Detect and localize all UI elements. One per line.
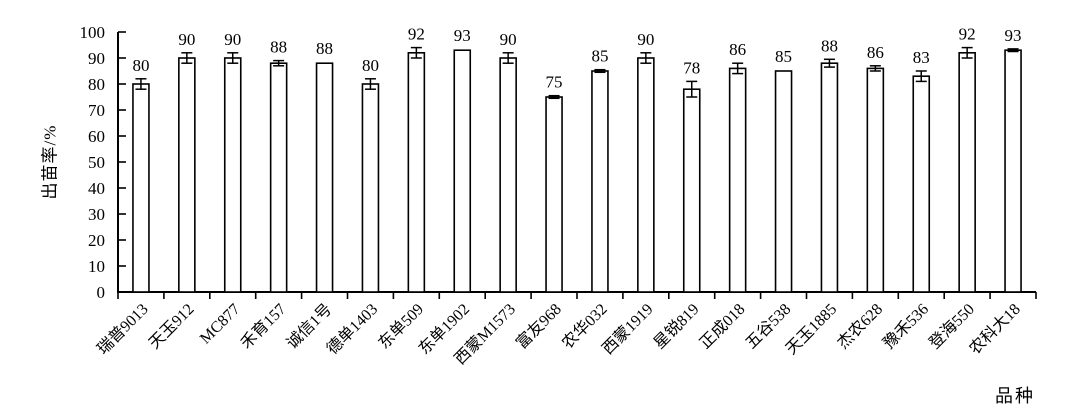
value-label: 88 bbox=[821, 36, 838, 55]
value-label: 80 bbox=[362, 56, 379, 75]
value-label: 78 bbox=[683, 58, 700, 77]
y-tick-label: 70 bbox=[88, 101, 105, 120]
bar bbox=[499, 57, 517, 293]
value-label: 93 bbox=[454, 26, 471, 45]
bar bbox=[407, 51, 426, 293]
category-label: 德单1403 bbox=[323, 300, 381, 358]
bar bbox=[682, 88, 701, 293]
bar bbox=[637, 57, 655, 293]
value-label: 90 bbox=[178, 30, 195, 49]
y-axis-title: 出苗率/% bbox=[40, 124, 60, 200]
bar bbox=[269, 62, 288, 293]
value-label: 88 bbox=[270, 38, 287, 57]
category-label: 正成018 bbox=[696, 300, 748, 352]
y-tick-label: 0 bbox=[97, 283, 106, 302]
bar bbox=[453, 49, 472, 293]
bar bbox=[361, 83, 380, 293]
category-label: 星锐819 bbox=[650, 300, 702, 352]
category-label: 杰农628 bbox=[834, 300, 886, 352]
category-label: 西蒙1919 bbox=[599, 300, 657, 358]
x-axis-title: 品种 bbox=[995, 386, 1035, 406]
bar bbox=[315, 62, 334, 293]
bar bbox=[912, 75, 931, 293]
y-tick-label: 20 bbox=[88, 231, 105, 250]
value-label: 88 bbox=[316, 39, 333, 58]
value-label: 90 bbox=[637, 30, 654, 49]
bar bbox=[728, 67, 747, 293]
value-label: 83 bbox=[913, 48, 930, 67]
category-label: 豫禾536 bbox=[880, 300, 932, 352]
category-label: 天玉1885 bbox=[783, 301, 840, 358]
bar bbox=[866, 67, 885, 293]
y-tick-label: 60 bbox=[88, 127, 105, 146]
value-label: 85 bbox=[775, 47, 792, 66]
y-tick-label: 100 bbox=[80, 23, 106, 42]
value-label: 92 bbox=[408, 25, 425, 44]
bar bbox=[223, 57, 242, 293]
bar bbox=[132, 83, 150, 293]
value-label: 90 bbox=[224, 30, 241, 49]
value-label: 92 bbox=[959, 25, 976, 44]
y-tick-label: 10 bbox=[88, 257, 105, 276]
category-label: 瑞普9013 bbox=[94, 300, 152, 358]
y-tick-label: 80 bbox=[88, 75, 105, 94]
bar bbox=[774, 70, 793, 293]
value-label: 90 bbox=[500, 30, 517, 49]
bar bbox=[591, 70, 609, 293]
value-label: 93 bbox=[1005, 26, 1022, 45]
value-label: 85 bbox=[591, 47, 608, 66]
y-tick-label: 50 bbox=[88, 153, 105, 172]
bar bbox=[178, 57, 196, 293]
category-label: 富友968 bbox=[513, 300, 565, 352]
bar bbox=[1004, 49, 1022, 293]
y-tick-label: 40 bbox=[88, 179, 105, 198]
category-label: 农科大18 bbox=[966, 300, 1024, 358]
value-label: 86 bbox=[867, 43, 884, 62]
category-label: 天玉912 bbox=[146, 301, 198, 353]
value-label: 75 bbox=[546, 73, 563, 92]
y-tick-label: 30 bbox=[88, 205, 105, 224]
category-label: 禾育157 bbox=[237, 300, 289, 352]
bar bbox=[958, 51, 976, 293]
bar bbox=[820, 62, 839, 293]
value-label: 86 bbox=[729, 40, 746, 59]
value-label: 80 bbox=[132, 56, 149, 75]
y-tick-label: 90 bbox=[88, 49, 105, 68]
bar bbox=[545, 96, 563, 293]
